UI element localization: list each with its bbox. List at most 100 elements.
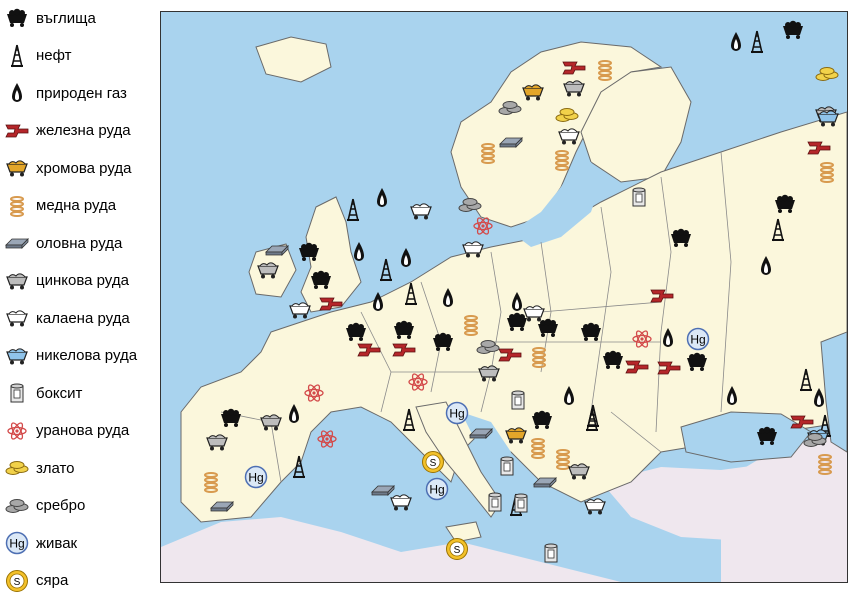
coal-icon	[754, 424, 780, 448]
oil-icon	[286, 455, 312, 479]
gas-icon	[281, 402, 307, 426]
gold-icon	[554, 103, 580, 127]
copper-icon	[198, 470, 224, 494]
iron-icon	[561, 56, 587, 80]
legend-label: цинкова руда	[36, 272, 129, 289]
svg-text:Hg: Hg	[9, 537, 24, 551]
lead-icon	[370, 478, 396, 502]
legend-item-lead: оловна руда	[4, 228, 122, 258]
legend-label: хромова руда	[36, 159, 132, 177]
legend-label: природен газ	[36, 84, 127, 102]
coal-icon	[668, 226, 694, 250]
mercury-icon: Hg	[4, 531, 30, 555]
silver-icon	[4, 494, 30, 518]
chrome-icon	[520, 80, 546, 104]
zinc-icon	[255, 258, 281, 282]
gas-icon	[346, 240, 372, 264]
coal-icon	[600, 348, 626, 372]
bauxite-icon	[4, 381, 30, 405]
iron-icon	[624, 355, 650, 379]
legend-item-bauxite: боксит	[4, 378, 82, 408]
svg-text:S: S	[454, 545, 461, 556]
lead-icon	[498, 130, 524, 154]
legend-item-mercury: Hg живак	[4, 528, 77, 558]
svg-text:Hg: Hg	[429, 483, 444, 497]
legend-item-zinc: цинкова руда	[4, 266, 129, 296]
gas-icon	[369, 186, 395, 210]
legend-label: уранова руда	[36, 422, 130, 439]
zinc-icon	[561, 76, 587, 100]
gold-icon	[4, 456, 30, 480]
coal-icon	[684, 350, 710, 374]
gas-icon	[393, 246, 419, 270]
svg-text:S: S	[430, 458, 437, 469]
legend-label: железна руда	[36, 122, 131, 139]
coal-icon	[430, 330, 456, 354]
gas-icon	[655, 326, 681, 350]
tin-icon	[556, 124, 582, 148]
oil-icon	[398, 282, 424, 306]
coal-icon	[535, 316, 561, 340]
oil-icon	[396, 408, 422, 432]
nickel-icon	[815, 106, 841, 130]
copper-icon	[4, 194, 30, 218]
land-turkey	[601, 452, 847, 542]
legend-label: сребро	[36, 497, 86, 514]
iron-icon	[4, 119, 30, 143]
legend-item-gas: природен газ	[4, 78, 127, 108]
gas-icon	[556, 384, 582, 408]
iron-icon	[318, 292, 344, 316]
legend-label: никелова руда	[36, 347, 138, 364]
svg-text:Hg: Hg	[449, 407, 464, 421]
legend-label: нефт	[36, 47, 72, 64]
coal-icon	[308, 268, 334, 292]
zinc-icon	[258, 410, 284, 434]
uranium-icon	[4, 419, 30, 443]
nickel-icon	[4, 344, 30, 368]
svg-text:Hg: Hg	[248, 471, 263, 485]
oil-icon	[793, 368, 819, 392]
bauxite-icon	[538, 541, 564, 565]
copper-icon	[475, 141, 501, 165]
uranium-icon	[629, 327, 655, 351]
tin-icon	[521, 301, 547, 325]
legend-label: оловна руда	[36, 234, 123, 252]
copper-icon	[812, 452, 838, 476]
iron-icon	[656, 356, 682, 380]
oil-icon	[373, 258, 399, 282]
legend: въглища нефт природен газ железна руда хромо…	[0, 0, 160, 606]
gas-icon	[753, 254, 779, 278]
gas-icon	[719, 384, 745, 408]
coal-icon	[529, 408, 555, 432]
sulfur-icon: S	[444, 537, 470, 561]
zinc-icon	[4, 269, 30, 293]
legend-item-tin: калаена руда	[4, 303, 130, 333]
lead-icon	[532, 470, 558, 494]
bauxite-icon	[494, 454, 520, 478]
legend-label: боксит	[36, 384, 83, 402]
legend-label: сяра	[36, 572, 69, 589]
copper-icon	[592, 58, 618, 82]
gas-icon	[435, 286, 461, 310]
legend-label: живак	[36, 534, 78, 552]
gas-icon	[504, 290, 530, 314]
bauxite-icon	[626, 185, 652, 209]
legend-item-silver: сребро	[4, 491, 85, 521]
coal-icon	[578, 320, 604, 344]
tin-icon	[4, 306, 30, 330]
oil-icon	[580, 404, 606, 428]
copper-icon	[549, 148, 575, 172]
copper-icon	[814, 160, 840, 184]
chrome-icon	[4, 156, 30, 180]
coal-icon	[391, 318, 417, 342]
land-iceland	[255, 36, 332, 83]
coal-icon	[296, 240, 322, 264]
coal-icon	[4, 6, 30, 30]
land-finland	[580, 66, 692, 183]
iron-icon	[356, 338, 382, 362]
oil-icon	[744, 30, 770, 54]
zinc-icon	[566, 459, 592, 483]
sulfur-icon: S	[4, 569, 30, 593]
bauxite-icon	[505, 388, 531, 412]
